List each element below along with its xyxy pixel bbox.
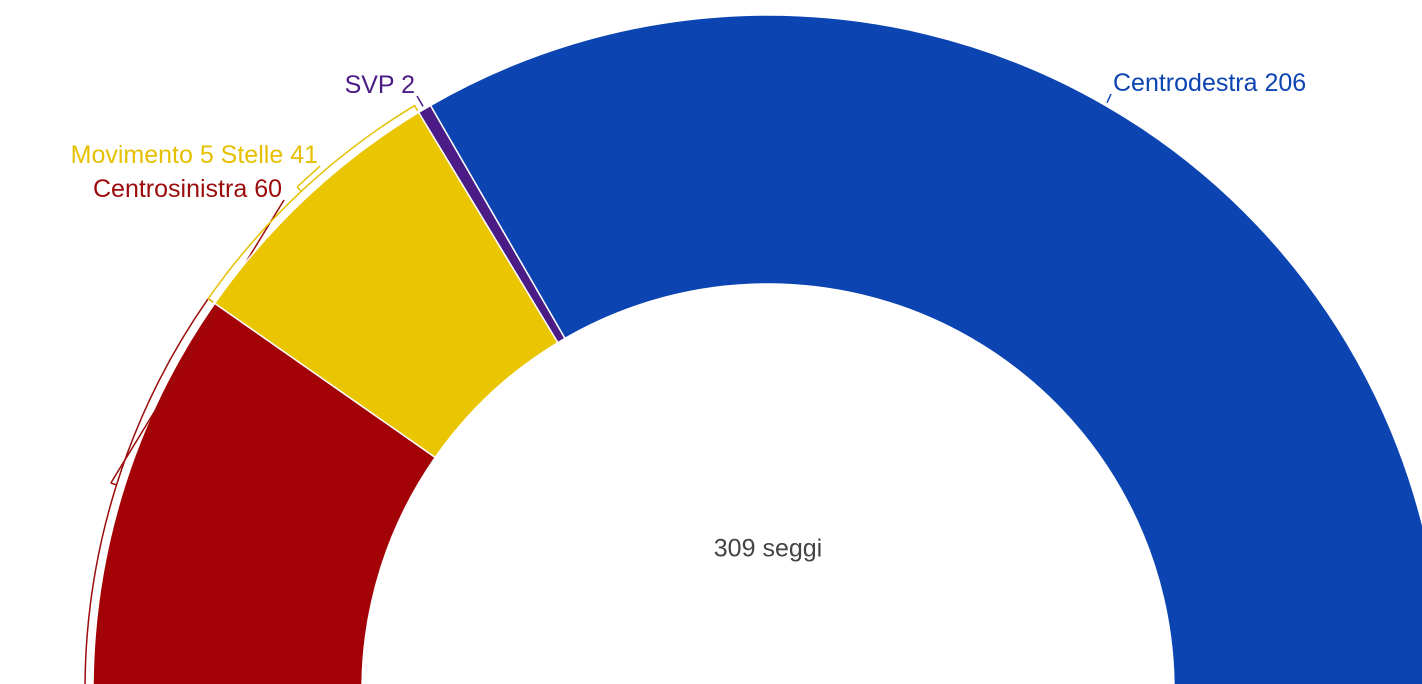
segment-label: Centrodestra 206 <box>1113 69 1306 97</box>
leader-line <box>296 165 321 188</box>
label-name: Centrodestra <box>1113 69 1258 97</box>
label-name: Movimento 5 Stelle <box>71 141 284 169</box>
label-name: SVP <box>345 71 395 99</box>
label-value: 60 <box>254 175 282 203</box>
leader-line <box>110 199 285 484</box>
segment-label: Movimento 5 Stelle 41 <box>71 141 318 169</box>
segment <box>429 14 1422 684</box>
label-name: Centrosinistra <box>93 175 247 203</box>
leader-line <box>416 95 424 107</box>
label-value: 206 <box>1264 69 1306 97</box>
segment-label: Centrosinistra 60 <box>93 175 282 203</box>
leader-line <box>1106 93 1112 104</box>
segment-label: SVP 2 <box>345 71 415 99</box>
center-label: 309 seggi <box>714 535 822 563</box>
label-value: 2 <box>401 71 415 99</box>
leader-line <box>296 186 302 192</box>
leader-line <box>110 482 117 486</box>
label-value: 41 <box>290 141 318 169</box>
